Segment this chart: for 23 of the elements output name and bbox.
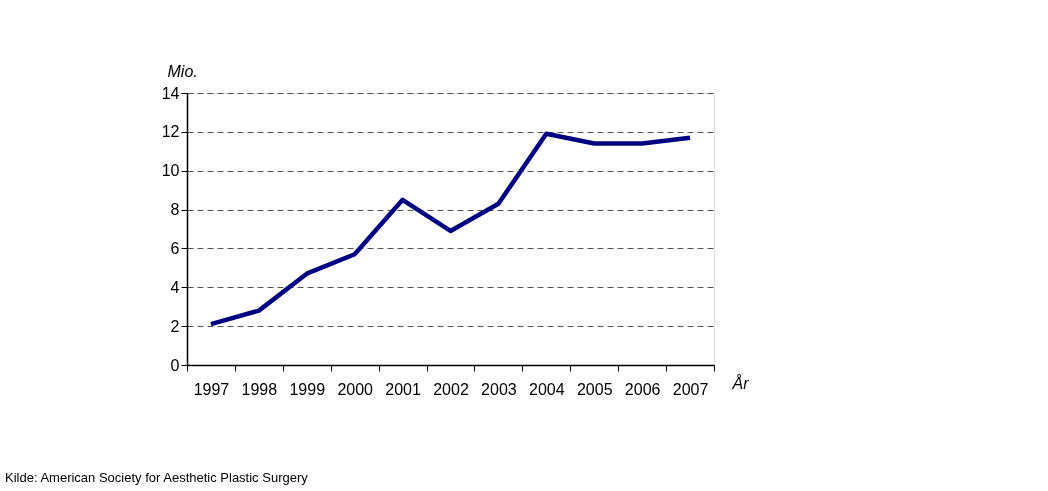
y-tick-label: 12 [161,123,180,141]
y-tick-label: 2 [170,317,180,335]
x-tick-label: 1998 [241,380,278,398]
x-tick-label: 2007 [672,380,709,398]
x-axis-title: År [731,373,750,392]
x-tick-label: 2001 [385,380,421,398]
y-tick-label: 14 [161,84,180,102]
y-axis-title: Mio. [167,62,198,80]
line-series [208,131,693,327]
x-tick-label: 2005 [576,380,613,398]
x-tick-label: 2006 [624,380,661,398]
x-tick-label: 2004 [529,380,565,398]
y-tick-label: 10 [161,162,180,180]
x-tick-label: 2000 [337,380,374,398]
y-tick-label: 8 [170,201,180,219]
x-tick-label: 2003 [481,380,517,398]
y-tick-label: 0 [170,356,180,374]
x-tick-label: 1997 [193,380,230,398]
y-tick-label: 6 [170,239,180,257]
y-tick-label: 4 [170,278,180,296]
x-tick-label: 1999 [289,380,326,398]
text: Kilde: American Society for Aesthetic Plastic Surgery [5,470,309,485]
x-tick-label: 2002 [433,380,469,398]
